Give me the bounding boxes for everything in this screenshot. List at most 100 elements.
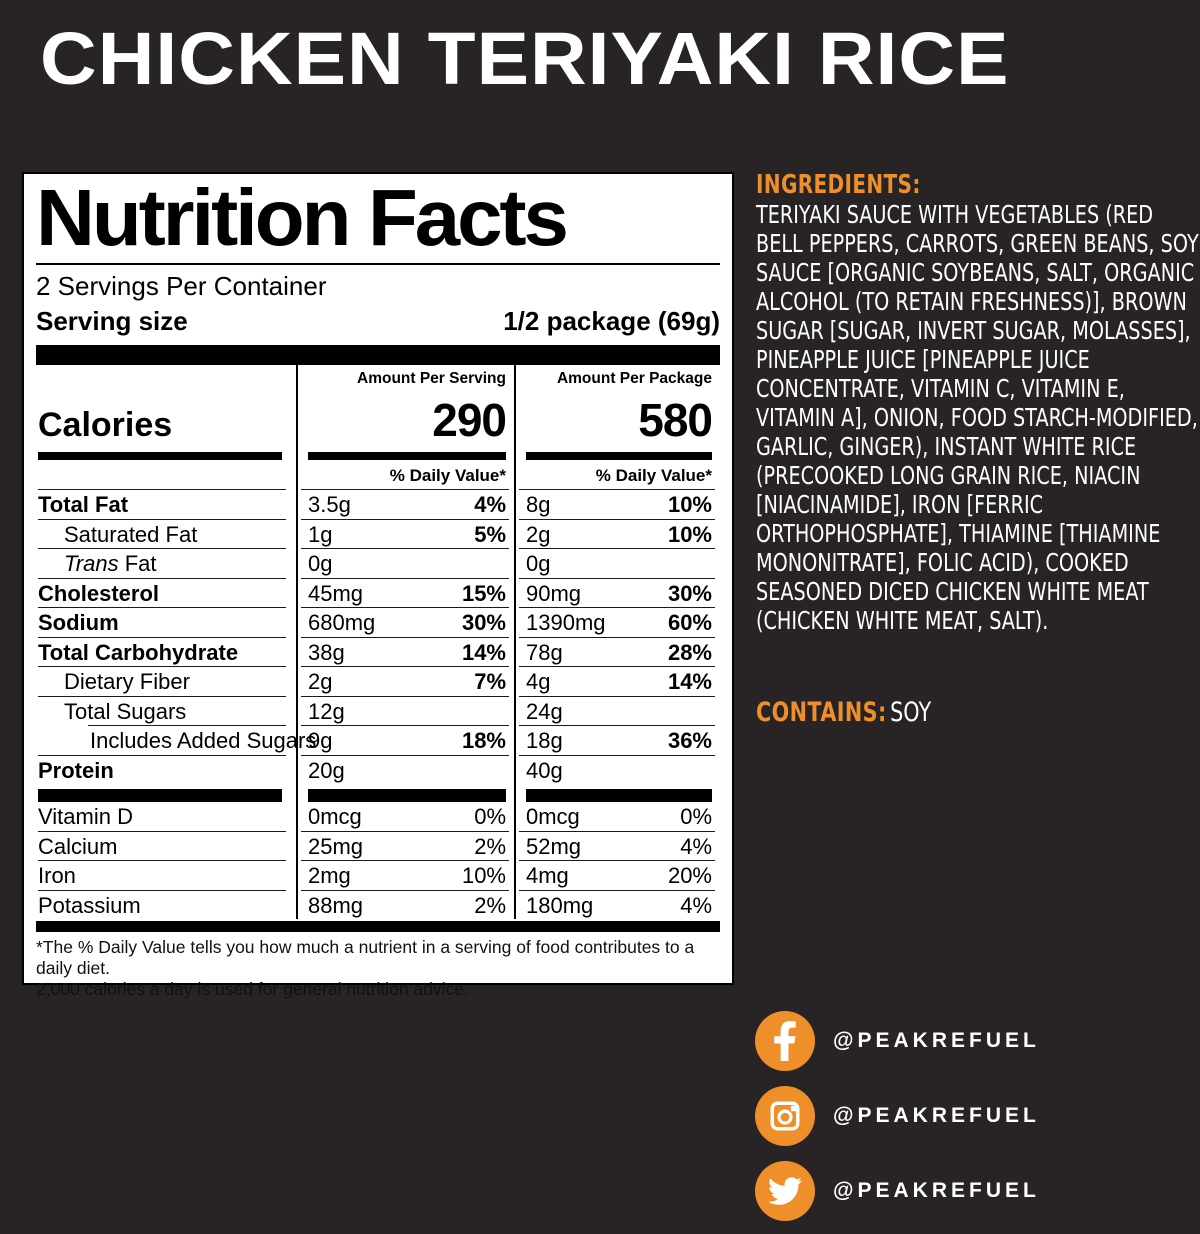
nutrient-name: Vitamin D: [38, 804, 133, 829]
amount-value: 25mg: [308, 833, 364, 859]
amount-value: 4mg: [526, 863, 569, 888]
daily-value-percent: 30%: [461, 610, 506, 635]
daily-value-percent: 2%: [474, 892, 506, 918]
col-header-amount-per-package: Amount Per Package: [514, 365, 720, 390]
social-row-twitter[interactable]: @PEAKREFUEL: [755, 1161, 1040, 1221]
instagram-icon[interactable]: [755, 1086, 815, 1146]
serving-size-row: Serving size 1/2 package (69g): [36, 306, 720, 337]
table-row: Total Sugars 12g 24g: [36, 695, 720, 725]
table-row: Protein 20g 40g: [36, 754, 720, 784]
divider-line: [36, 263, 720, 265]
daily-value-header-serving: % Daily Value*: [296, 459, 514, 489]
daily-value-percent: 60%: [667, 610, 712, 635]
amount-value: 0g: [526, 551, 551, 576]
contains-value: SOY: [890, 697, 932, 728]
nutrient-name: Potassium: [38, 892, 141, 918]
col-header-amount-per-serving: Amount Per Serving: [296, 365, 514, 390]
amount-value: 2mg: [308, 863, 351, 888]
serving-size-label: Serving size: [36, 306, 188, 336]
amount-value: 12g: [308, 698, 345, 724]
facebook-icon[interactable]: [755, 1011, 815, 1071]
daily-value-header-row: % Daily Value* % Daily Value*: [36, 459, 720, 489]
amount-value: 2g: [526, 521, 551, 547]
daily-value-percent: 20%: [667, 863, 712, 888]
nutrition-facts-panel: Nutrition Facts 2 Servings Per Container…: [22, 172, 734, 999]
table-row: Includes Added Sugars 9g 18% 18g 36%: [36, 725, 720, 755]
nutrient-name: Saturated Fat: [64, 521, 198, 547]
daily-value-header-package: % Daily Value*: [514, 459, 720, 489]
table-row: Cholesterol 45mg 15% 90mg 30%: [36, 577, 720, 607]
daily-value-percent: 18%: [461, 728, 506, 753]
ingredients-section: INGREDIENTS: TERIYAKI SAUCE WITH VEGETAB…: [756, 170, 1200, 635]
nutrient-name: Calcium: [38, 833, 118, 859]
vitamin-rows: Vitamin D 0mcg 0% 0mcg 0% Calcium 25mg 2% 52mg 4%…: [36, 801, 720, 919]
ingredients-heading: INGREDIENTS:: [756, 170, 921, 200]
twitter-icon[interactable]: [755, 1161, 815, 1221]
amount-value: 0mcg: [526, 804, 580, 829]
footnote-line: 2,000 calories a day is used for general…: [36, 979, 469, 999]
daily-value-footnote: *The % Daily Value tells you how much a …: [36, 937, 720, 1000]
table-row: Saturated Fat 1g 5% 2g 10%: [36, 518, 720, 548]
amount-value: 88mg: [308, 892, 364, 918]
social-handle[interactable]: @PEAKREFUEL: [833, 1104, 1040, 1127]
daily-value-percent: 10%: [667, 521, 712, 547]
daily-value-percent: 0%: [474, 804, 506, 829]
nutrient-rows: Total Fat 3.5g 4% 8g 10% Saturated Fat 1g 5% 2g 1…: [36, 489, 720, 784]
amount-value: 2g: [308, 669, 333, 694]
contains-section: CONTAINS: SOY: [756, 697, 1200, 728]
table-row: Total Fat 3.5g 4% 8g 10%: [36, 489, 720, 519]
footnote-line: *The % Daily Value tells you how much a …: [36, 937, 695, 978]
nutrient-name: Total Sugars: [64, 698, 187, 724]
daily-value-percent: 4%: [474, 492, 506, 517]
nutrient-name: Protein: [38, 757, 114, 783]
bottom-divider-bar: [36, 921, 720, 932]
product-title: CHICKEN TERIYAKI RICE: [40, 17, 1010, 100]
table-row: Calcium 25mg 2% 52mg 4%: [36, 830, 720, 860]
table-row: Total Carbohydrate 38g 14% 78g 28%: [36, 636, 720, 666]
daily-value-percent: 5%: [474, 521, 506, 547]
column-header-row: Amount Per Serving Amount Per Package: [36, 365, 720, 390]
table-row: Vitamin D 0mcg 0% 0mcg 0%: [36, 801, 720, 831]
table-row: Iron 2mg 10% 4mg 20%: [36, 860, 720, 890]
thick-divider-bar: [36, 345, 720, 365]
amount-value: 8g: [526, 492, 551, 517]
nutrient-name: Includes Added Sugars: [90, 728, 317, 753]
social-handle[interactable]: @PEAKREFUEL: [833, 1179, 1040, 1202]
nutrient-name: Sodium: [38, 610, 119, 635]
serving-size-value: 1/2 package (69g): [503, 306, 720, 336]
calories-per-package: 580: [514, 390, 720, 446]
table-row: Potassium 88mg 2% 180mg 4%: [36, 889, 720, 919]
nutrient-name: Cholesterol: [38, 580, 160, 606]
daily-value-percent: 30%: [667, 580, 712, 606]
amount-value: 20g: [308, 757, 345, 783]
daily-value-percent: 28%: [667, 639, 712, 665]
contains-label: CONTAINS:: [756, 697, 887, 728]
daily-value-percent: 10%: [667, 492, 712, 517]
daily-value-percent: 4%: [680, 833, 712, 859]
amount-value: 9g: [308, 728, 333, 753]
nutrient-name: Trans Fat: [64, 551, 157, 576]
amount-value: 38g: [308, 639, 345, 665]
amount-value: 680mg: [308, 610, 376, 635]
vitamin-divider-row: [36, 784, 720, 802]
daily-value-percent: 15%: [461, 580, 506, 606]
daily-value-percent: 14%: [667, 669, 712, 694]
daily-value-percent: 36%: [667, 728, 712, 753]
nutrient-name: Total Fat: [38, 492, 129, 517]
amount-value: 18g: [526, 728, 563, 753]
amount-value: 3.5g: [308, 492, 351, 517]
amount-value: 24g: [526, 698, 563, 724]
calories-row: Calories 290 580: [36, 390, 720, 446]
amount-value: 90mg: [526, 580, 582, 606]
social-handle[interactable]: @PEAKREFUEL: [833, 1029, 1040, 1052]
amount-value: 40g: [526, 757, 563, 783]
social-row-facebook[interactable]: @PEAKREFUEL: [755, 1011, 1040, 1071]
nutrition-facts-heading: Nutrition Facts: [36, 173, 569, 262]
amount-value: 1390mg: [526, 610, 606, 635]
table-row: Sodium 680mg 30% 1390mg 60%: [36, 607, 720, 637]
social-row-instagram[interactable]: @PEAKREFUEL: [755, 1086, 1040, 1146]
servings-per-container: 2 Servings Per Container: [36, 271, 327, 301]
ingredients-text: TERIYAKI SAUCE WITH VEGETABLES (RED BELL…: [756, 200, 1199, 635]
amount-value: 180mg: [526, 892, 594, 918]
amount-value: 78g: [526, 639, 563, 665]
